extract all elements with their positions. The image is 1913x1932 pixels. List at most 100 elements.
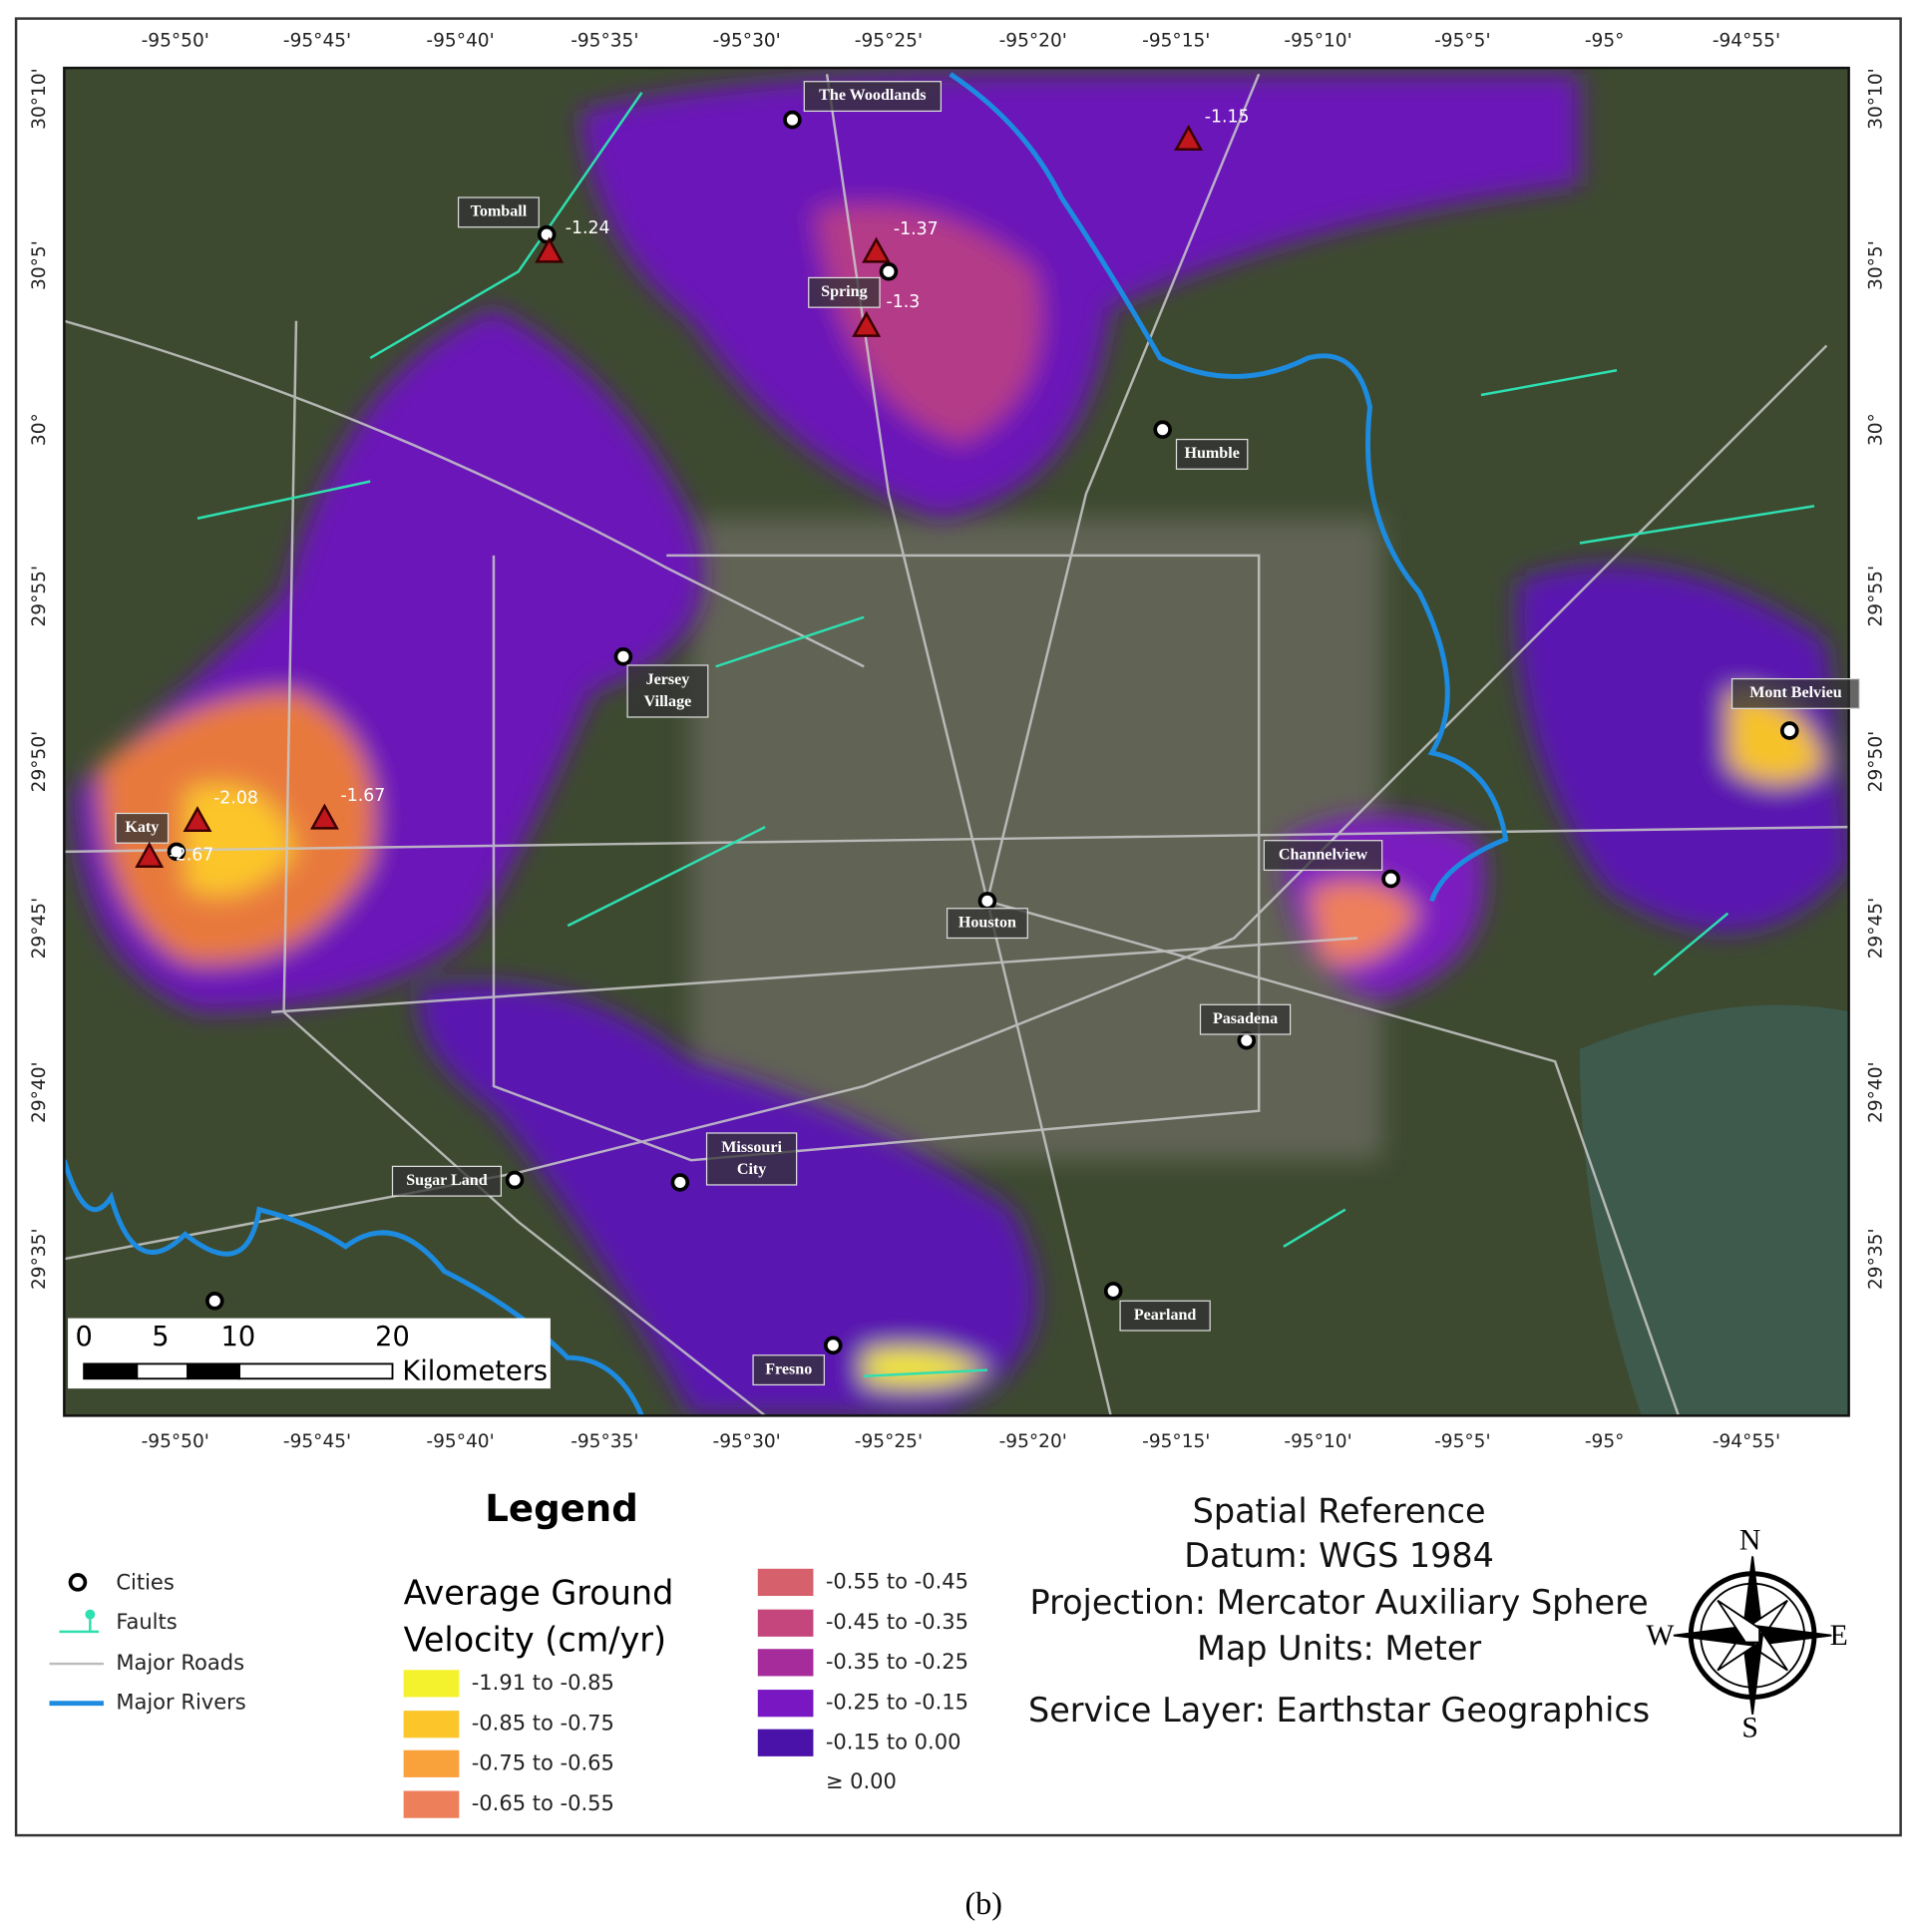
city-label: Sugar Land — [406, 1172, 488, 1189]
city-marker — [977, 892, 997, 911]
site-marker — [1174, 124, 1204, 151]
legend-fault — [59, 1617, 99, 1634]
top-tick-label: -95°5' — [1434, 30, 1490, 51]
city-label: Fresno — [765, 1360, 812, 1377]
right-tick-label: 30°10' — [1865, 68, 1886, 130]
legend-swatch — [757, 1729, 814, 1756]
spatial-reference: Map Units: Meter — [1197, 1629, 1481, 1668]
city-label: Channelview — [1279, 846, 1368, 863]
city-marker — [167, 842, 187, 862]
right-tick-label: 30° — [1865, 413, 1886, 446]
legend-class: -0.25 to -0.15 — [826, 1690, 968, 1715]
compass-label: E — [1830, 1620, 1848, 1652]
left-tick-label: 30°5' — [29, 240, 50, 290]
scale-segment — [83, 1362, 139, 1380]
top-tick-label: -95°50' — [142, 30, 209, 51]
legend-swatch — [403, 1790, 460, 1818]
legend-fault-dot — [85, 1609, 96, 1620]
legend-swatch — [757, 1690, 814, 1718]
top-tick-label: -95°45' — [283, 30, 351, 51]
city-label-box — [752, 1354, 825, 1386]
city-label-box — [1119, 1300, 1211, 1332]
bottom-tick-label: -94°55' — [1713, 1431, 1780, 1452]
city-label: Houston — [958, 914, 1016, 931]
city-label: Tomball — [471, 203, 528, 220]
legend-swatch — [403, 1749, 460, 1777]
site-marker — [862, 236, 892, 263]
legend-class: ≥ 0.00 — [826, 1768, 897, 1793]
legend-class: -0.15 to 0.00 — [826, 1729, 961, 1753]
major-rivers — [64, 72, 1509, 1416]
site-value: -2.08 — [213, 789, 258, 809]
bottom-tick-label: -95°5' — [1434, 1431, 1490, 1452]
compass-label: W — [1646, 1620, 1674, 1652]
city-label-box — [946, 908, 1028, 940]
legend-swatch — [403, 1711, 460, 1739]
city-label-box — [1730, 677, 1860, 709]
spatial-reference: Datum: WGS 1984 — [1184, 1536, 1494, 1575]
bay — [1579, 1004, 1849, 1416]
top-tick-label: -95°25' — [855, 30, 923, 51]
legend-subtitle: Average Ground — [404, 1573, 674, 1612]
scale-unit: Kilometers — [402, 1356, 548, 1387]
city-label-box — [115, 812, 170, 844]
right-tick-label: 29°35' — [1865, 1228, 1886, 1290]
bottom-tick-label: -95°10' — [1284, 1431, 1351, 1452]
city-label-box — [1263, 840, 1383, 872]
site-marker — [852, 310, 882, 337]
city-marker — [783, 110, 802, 130]
legend-swatch — [403, 1670, 460, 1698]
top-tick-label: -95°20' — [999, 30, 1067, 51]
caption: (b) — [964, 1885, 1002, 1921]
city-label: Mont Belvieu — [1749, 684, 1841, 701]
site-value: -1.3 — [886, 292, 920, 312]
bottom-tick-label: -95°40' — [426, 1431, 494, 1452]
site-marker — [183, 805, 212, 833]
top-tick-label: -95°40' — [426, 30, 494, 51]
city-marker — [879, 261, 899, 281]
right-tick-label: 30°5' — [1865, 240, 1886, 290]
city-label-box — [705, 1132, 798, 1186]
legend-class: -0.75 to -0.65 — [472, 1749, 614, 1774]
legend-title: Legend — [485, 1487, 638, 1530]
scale-tick: 20 — [375, 1322, 410, 1352]
top-tick-label: -95° — [1585, 30, 1625, 51]
bottom-tick-label: -95°25' — [855, 1431, 923, 1452]
left-tick-label: 29°55' — [29, 566, 50, 627]
map-area — [64, 68, 1849, 1416]
site-marker — [135, 841, 165, 868]
city-marker — [670, 1173, 690, 1192]
city-label-box — [391, 1165, 503, 1197]
city-label-box — [803, 81, 943, 113]
city-label-box — [457, 196, 540, 228]
site-value: -1.67 — [341, 786, 386, 806]
top-tick-label: -95°30' — [713, 30, 781, 51]
spatial-reference: Projection: Mercator Auxiliary Sphere — [1030, 1583, 1649, 1622]
scale-segment — [136, 1362, 190, 1380]
city-marker — [823, 1336, 843, 1355]
bottom-tick-label: -95°30' — [713, 1431, 781, 1452]
city-marker — [1381, 869, 1400, 889]
left-tick-label: 30°10' — [29, 68, 50, 130]
city-marker — [1237, 1030, 1257, 1050]
city-label: Spring — [821, 283, 867, 300]
city-marker — [613, 647, 633, 666]
legend-item: Major Roads — [116, 1650, 244, 1675]
scale-segment — [238, 1362, 394, 1380]
compass-label: S — [1741, 1713, 1758, 1744]
right-tick-label: 29°45' — [1865, 898, 1886, 960]
city-label-box — [626, 664, 709, 718]
city-marker — [205, 1291, 224, 1311]
legend-city — [68, 1573, 88, 1592]
legend-class: -0.35 to -0.25 — [826, 1649, 968, 1674]
site-value: -1.15 — [1205, 108, 1250, 128]
left-tick-label: 29°40' — [29, 1061, 50, 1123]
city-label: Pasadena — [1213, 1010, 1278, 1027]
left-tick-label: 30° — [29, 413, 50, 446]
top-tick-label: -94°55' — [1713, 30, 1780, 51]
legend-swatch — [757, 1609, 814, 1637]
spatial-reference: Service Layer: Earthstar Geographics — [1028, 1691, 1650, 1730]
city-label-box — [808, 276, 881, 308]
compass-label: N — [1739, 1525, 1760, 1557]
